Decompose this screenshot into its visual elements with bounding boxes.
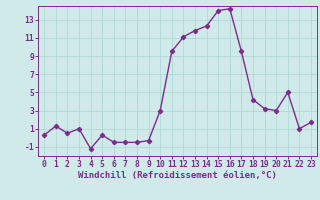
X-axis label: Windchill (Refroidissement éolien,°C): Windchill (Refroidissement éolien,°C) — [78, 171, 277, 180]
